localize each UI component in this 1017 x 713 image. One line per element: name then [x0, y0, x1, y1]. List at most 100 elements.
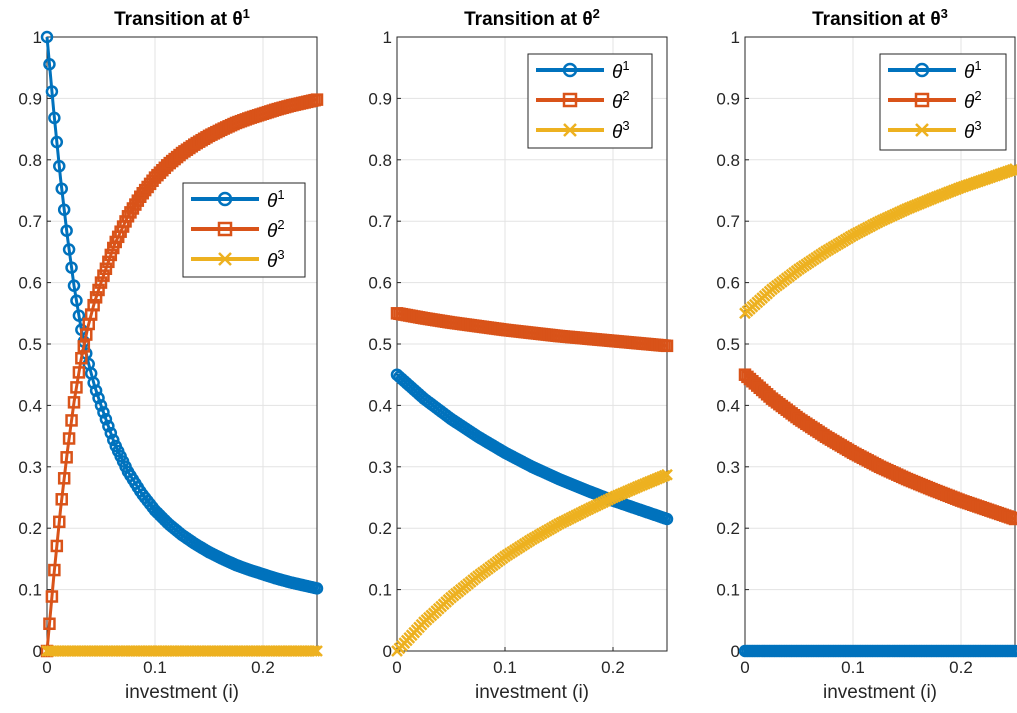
x-tick-label: 0.2 [601, 658, 625, 677]
data-point [43, 617, 56, 631]
y-tick-label: 0.7 [368, 212, 392, 231]
y-tick-label: 0.4 [368, 396, 392, 415]
y-tick-label: 0 [33, 642, 42, 661]
data-point [87, 298, 100, 312]
series-θ2 [390, 307, 674, 353]
data-point [308, 645, 321, 657]
y-tick-label: 0.6 [18, 274, 42, 293]
y-tick-label: 0 [383, 642, 392, 661]
y-tick-label: 0.4 [716, 396, 740, 415]
y-tick-label: 1 [731, 28, 740, 47]
y-tick-label: 0.8 [716, 151, 740, 170]
data-point [53, 515, 66, 529]
x-tick-label: 0 [392, 658, 401, 677]
y-tick-label: 0.2 [368, 519, 392, 538]
data-point [70, 381, 83, 394]
legend-marker [217, 191, 233, 207]
y-tick-label: 0.1 [716, 581, 740, 600]
x-axis-label: investment (i) [823, 682, 937, 703]
series-θ2 [738, 368, 1017, 526]
legend: θ1 θ2 θ3 [182, 182, 306, 278]
y-tick-label: 0.7 [716, 212, 740, 231]
legend-label: θ3 [612, 118, 630, 143]
legend-label: θ2 [612, 88, 630, 113]
legend-label: θ1 [267, 187, 285, 212]
y-tick-label: 0.9 [18, 89, 42, 108]
data-point [70, 294, 83, 307]
data-point [55, 493, 68, 506]
series-θ3 [391, 468, 673, 657]
y-tick-label: 0.6 [716, 274, 740, 293]
chart-panel-1: 0 0.1 0.2 0.3 0.4 0.5 0.6 0.7 0.8 0.9 1 0 0.1 0.2 Tran… [18, 6, 324, 703]
y-tick-label: 0 [731, 642, 740, 661]
chart-title: Transition at θ2 [464, 6, 600, 30]
data-point [94, 276, 108, 289]
data-point [45, 85, 59, 98]
data-point [107, 433, 120, 447]
data-point [55, 182, 68, 195]
x-tick-label: 0 [42, 658, 51, 677]
chart-panel-2: 0 0.1 0.2 0.3 0.4 0.5 0.6 0.7 0.8 0.9 1 0 0.1 0.2 Tran… [368, 6, 674, 703]
y-tick-label: 0.7 [18, 212, 42, 231]
legend-label: θ1 [612, 58, 630, 83]
series-θ3 [41, 645, 323, 657]
y-tick-label: 0.8 [18, 151, 42, 170]
y-tick-label: 1 [33, 28, 42, 47]
chart-panel-3: 0 0.1 0.2 0.3 0.4 0.5 0.6 0.7 0.8 0.9 1 0 0.1 0.2 Tran… [716, 6, 1017, 703]
y-tick-label: 0.9 [716, 89, 740, 108]
data-point [94, 399, 108, 412]
x-axis-label: investment (i) [125, 682, 239, 703]
data-point [53, 159, 66, 173]
data-point [67, 279, 81, 292]
data-point [97, 269, 110, 282]
legend-marker [217, 221, 233, 237]
legend-marker [915, 123, 929, 137]
chart-title: Transition at θ1 [114, 6, 250, 30]
x-tick-label: 0.1 [493, 658, 517, 677]
data-point [310, 582, 324, 595]
legend-marker [914, 62, 930, 78]
x-tick-label: 0.1 [143, 658, 167, 677]
legend-marker [563, 123, 577, 137]
data-point [72, 309, 86, 322]
data-point [92, 283, 105, 297]
data-point [45, 590, 59, 603]
data-point [311, 645, 323, 657]
y-tick-label: 0.4 [18, 396, 42, 415]
data-point [57, 203, 71, 216]
data-point [57, 472, 71, 485]
data-point [62, 432, 76, 445]
x-axis-label: investment (i) [475, 682, 589, 703]
data-point [87, 376, 100, 390]
data-point [65, 414, 78, 427]
data-point [48, 111, 61, 125]
data-point [310, 93, 324, 106]
data-point [67, 396, 81, 409]
data-point [60, 451, 73, 464]
series-θ1 [738, 644, 1017, 658]
data-point [99, 412, 113, 426]
x-tick-label: 0.1 [841, 658, 865, 677]
data-point [77, 340, 91, 353]
data-point [72, 366, 86, 379]
legend: θ1 θ2 θ3 [879, 53, 1007, 151]
x-tick-label: 0 [740, 658, 749, 677]
data-point [1008, 512, 1017, 526]
data-point [102, 419, 115, 433]
data-point [62, 243, 76, 256]
series-θ3 [739, 163, 1017, 320]
data-point [50, 135, 64, 149]
legend-label: θ2 [964, 88, 982, 113]
y-tick-label: 0.5 [716, 335, 740, 354]
data-point [65, 261, 78, 274]
legend: θ1 θ2 θ3 [527, 53, 653, 149]
y-tick-label: 0.8 [368, 151, 392, 170]
y-tick-label: 0.1 [368, 581, 392, 600]
data-point [97, 406, 110, 419]
series-θ2 [40, 93, 324, 658]
chart-title: Transition at θ3 [812, 6, 948, 30]
data-point [43, 57, 56, 71]
data-point [99, 262, 113, 276]
data-point [102, 255, 115, 269]
